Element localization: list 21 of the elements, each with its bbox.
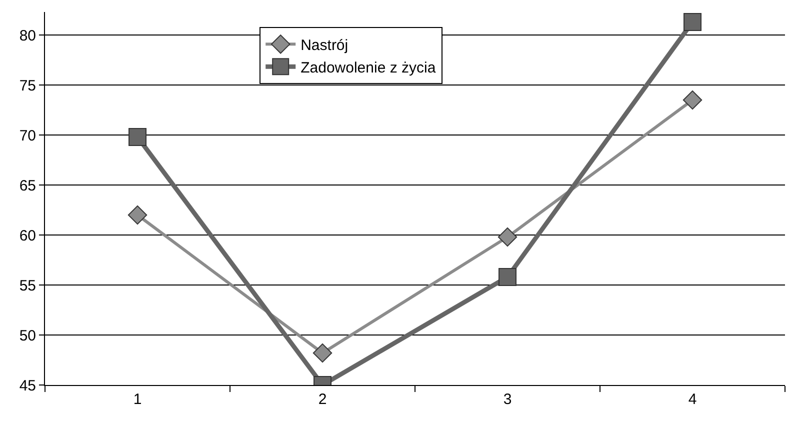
y-tick-label: 60 (19, 227, 36, 244)
legend-label: Nastrój (300, 37, 348, 54)
x-tick-label: 2 (318, 391, 327, 408)
point (498, 268, 516, 286)
point (128, 205, 148, 225)
y-tick-label: 50 (19, 327, 36, 344)
legend-label: Zadowolenie z życia (300, 60, 436, 77)
x-tick-label: 3 (503, 391, 512, 408)
point (682, 90, 702, 110)
y-tick-label: 80 (19, 27, 36, 44)
y-tick-label: 70 (19, 127, 36, 144)
y-tick-label: 75 (19, 77, 36, 94)
x-tick-label: 1 (133, 391, 142, 408)
y-tick-label: 65 (19, 177, 36, 194)
point (684, 13, 702, 31)
point (498, 227, 518, 247)
point (128, 128, 146, 146)
y-tick-label: 55 (19, 277, 36, 294)
x-tick-label: 4 (688, 391, 697, 408)
point (312, 343, 332, 363)
y-tick-label: 45 (19, 377, 36, 394)
